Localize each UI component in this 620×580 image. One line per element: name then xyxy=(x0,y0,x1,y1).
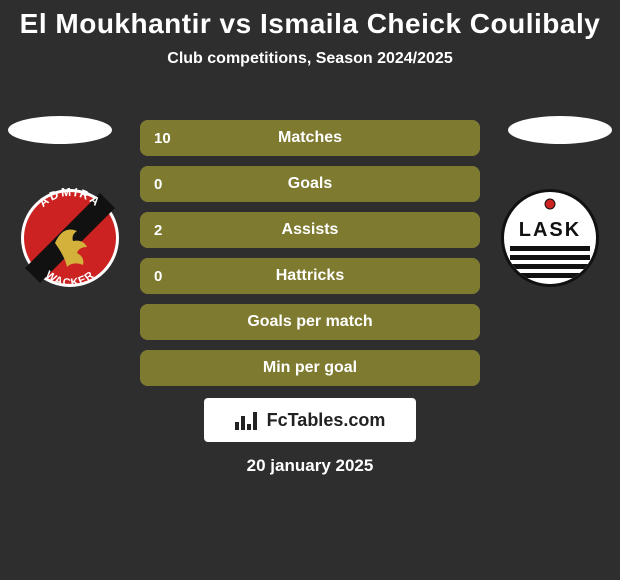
stat-bar-value: 0 xyxy=(154,166,162,202)
stat-bar-value: 0 xyxy=(154,258,162,294)
left-player-shadow xyxy=(8,116,112,144)
stat-bar-label: Goals per match xyxy=(140,304,480,340)
attribution-text: FcTables.com xyxy=(267,410,386,431)
stat-bar-label: Hattricks xyxy=(140,258,480,294)
right-club-badge: LASK xyxy=(500,188,600,288)
stat-bar-value: 10 xyxy=(154,120,171,156)
right-player-shadow xyxy=(508,116,612,144)
lask-logo-icon: LASK xyxy=(500,188,600,288)
admira-wacker-logo-icon: ADMIRA WACKER xyxy=(20,188,120,288)
fctables-logo-icon xyxy=(235,410,259,430)
stat-bar: Min per goal xyxy=(140,350,480,386)
attribution-box: FcTables.com xyxy=(204,398,416,442)
stat-bar: Hattricks0 xyxy=(140,258,480,294)
svg-text:LASK: LASK xyxy=(519,219,581,241)
date-text: 20 january 2025 xyxy=(0,456,620,476)
stats-bars-container: Matches10Goals0Assists2Hattricks0Goals p… xyxy=(140,120,480,396)
page-subtitle: Club competitions, Season 2024/2025 xyxy=(0,50,620,68)
stat-bar: Assists2 xyxy=(140,212,480,248)
stat-bar: Matches10 xyxy=(140,120,480,156)
stat-bar-label: Goals xyxy=(140,166,480,202)
left-club-badge: ADMIRA WACKER xyxy=(20,188,120,288)
stat-bar: Goals0 xyxy=(140,166,480,202)
stat-bar-label: Matches xyxy=(140,120,480,156)
comparison-infographic: El Moukhantir vs Ismaila Cheick Coulibal… xyxy=(0,0,620,580)
stat-bar: Goals per match xyxy=(140,304,480,340)
stat-bar-label: Min per goal xyxy=(140,350,480,386)
stat-bar-label: Assists xyxy=(140,212,480,248)
stat-bar-value: 2 xyxy=(154,212,162,248)
page-title: El Moukhantir vs Ismaila Cheick Coulibal… xyxy=(0,0,620,40)
